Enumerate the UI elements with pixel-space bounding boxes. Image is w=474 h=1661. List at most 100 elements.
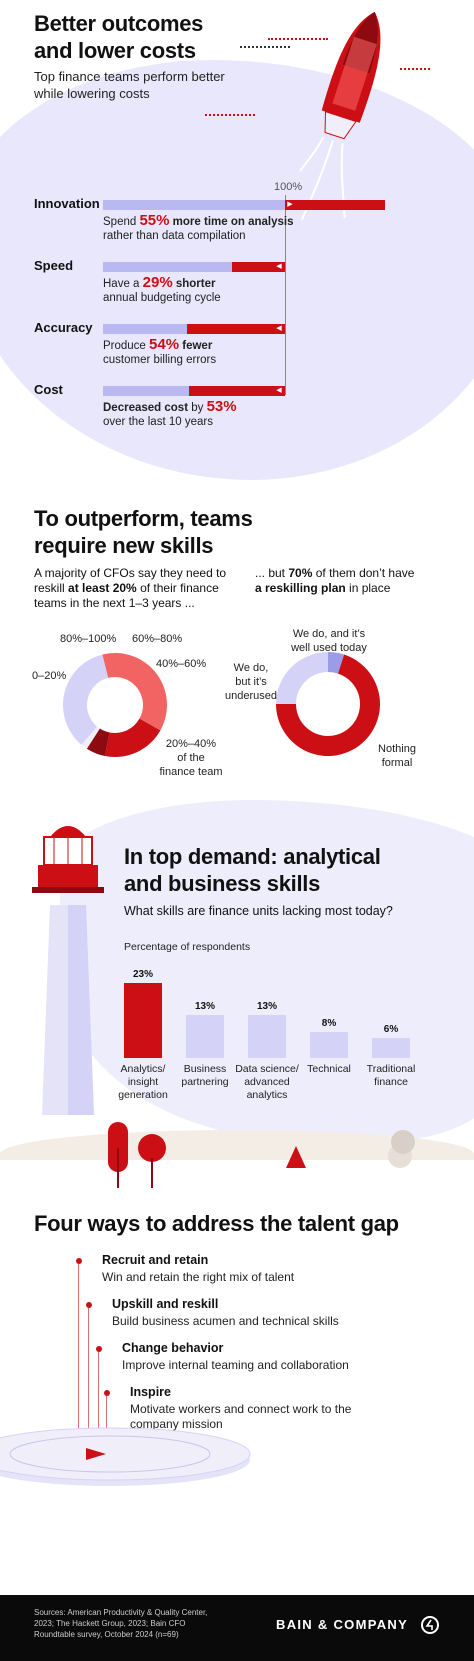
source-line: Sources: American Productivity & Quality…: [34, 1608, 208, 1617]
metric-label: Innovation: [34, 196, 100, 211]
brand-logo-text: BAIN & COMPANY: [276, 1617, 409, 1632]
metric-bar-delta: [232, 262, 285, 272]
title-text: Four ways to address the talent gap: [34, 1211, 399, 1236]
donut-slice: [328, 652, 345, 674]
donut2-label: We do, and it’s well used today: [290, 627, 368, 655]
label-line: well used today: [291, 642, 367, 654]
title-line: To outperform, teams: [34, 506, 253, 531]
desc-line: company mission: [130, 1417, 223, 1431]
text-line: teams in the next 1–3 years ...: [34, 596, 195, 610]
landscape-trees: [108, 1122, 415, 1188]
label-line: formal: [381, 757, 413, 769]
donut-chart-reskill-plan: [276, 652, 380, 756]
metric-value: 55%: [139, 212, 170, 229]
desc-text: customer billing errors: [103, 354, 217, 366]
donut-slice: [276, 654, 380, 756]
desc-line: Improve internal teaming and collaborati…: [122, 1358, 349, 1372]
arrow-left-icon: ◀: [276, 387, 282, 394]
section1-subtitle: Top finance teams perform better while l…: [34, 68, 225, 102]
pin-line: [78, 1264, 79, 1448]
donut-slice: [104, 718, 161, 757]
label-line: finance team: [159, 766, 223, 778]
metric-bar-base: [103, 386, 189, 396]
desc-line: Win and retain the right mix of talent: [102, 1270, 295, 1284]
text-part: of them don’t have: [312, 566, 415, 580]
lighthouse-illustration: [32, 826, 104, 1115]
decor-dots: [400, 68, 430, 70]
metric-description: Decreased cost by 53% over the last 10 ye…: [103, 398, 323, 429]
donut1-label: 60%–80%: [132, 633, 183, 645]
bullet-dot: [76, 1258, 82, 1264]
section2-title: To outperform, teams require new skills: [34, 505, 253, 559]
section1-title: Better outcomes and lower costs: [34, 10, 203, 64]
desc-bold: fewer: [179, 340, 213, 352]
way-description: Win and retain the right mix of talent: [102, 1270, 294, 1285]
title-line: Better outcomes: [34, 11, 204, 36]
footer: Sources: American Productivity & Quality…: [0, 1595, 474, 1661]
reference-line: [285, 195, 286, 395]
way-description: Motivate workers and connect work to the…: [130, 1402, 351, 1432]
metric-label: Accuracy: [34, 320, 93, 335]
section3-title: In top demand: analytical and business s…: [124, 843, 381, 897]
metric-label: Cost: [34, 382, 63, 397]
text-bold: at least 20%: [68, 581, 137, 595]
metric-bar-base: [103, 262, 233, 272]
metric-bar-delta: [188, 386, 285, 396]
bullet-dot: [104, 1390, 110, 1396]
decor-dots: [240, 46, 290, 48]
donut2-label: We do, but it’s underused: [222, 661, 280, 703]
donut-slice: [81, 726, 100, 749]
text-bold: a reskilling plan: [255, 581, 346, 595]
section-demand-bg: [0, 800, 474, 1160]
reskill-plan-text: ... but 70% of them don’t have a reskill…: [255, 566, 455, 596]
arrow-left-icon: ◀: [276, 325, 282, 332]
desc-text: over the last 10 years: [103, 416, 213, 428]
metric-description: Have a 29% shorter annual budgeting cycle: [103, 274, 323, 305]
title-line: and business skills: [124, 871, 321, 896]
arrow-right-icon: ▶: [287, 201, 293, 208]
metric-bar-delta: [285, 200, 386, 210]
donut-chart-reskill-share: [63, 653, 168, 757]
label-line: We do,: [233, 662, 269, 674]
cfo-reskill-text: A majority of CFOs say they need to resk…: [34, 566, 254, 611]
metric-value: 29%: [142, 274, 173, 291]
donut2-label: Nothing formal: [372, 742, 422, 770]
title-line: require new skills: [34, 533, 214, 558]
section-outcomes: Better outcomes and lower costs Top fina…: [0, 0, 474, 510]
metric-value: 53%: [206, 398, 237, 415]
desc-bold: Decreased cost: [103, 402, 189, 414]
text-part: reskill: [34, 581, 69, 595]
desc-text: Spend: [103, 216, 140, 228]
way-description: Build business acumen and technical skil…: [112, 1314, 339, 1329]
metric-bar-delta: [186, 324, 285, 334]
metric-description: Spend 55% more time on analysis rather th…: [103, 212, 323, 243]
brand-logo-icon: [421, 1616, 439, 1634]
desc-text: Have a: [103, 278, 143, 290]
way-title: Inspire: [130, 1385, 171, 1399]
pin-line: [106, 1396, 107, 1448]
label-line: We do, and it’s: [292, 628, 366, 640]
donut1-label: 20%–40% of the finance team: [156, 737, 226, 779]
section4-title: Four ways to address the talent gap: [34, 1210, 399, 1237]
subtitle-line: Top finance teams perform better: [34, 69, 225, 84]
way-title: Change behavior: [122, 1341, 224, 1355]
donut-slice: [102, 653, 168, 731]
source-line: 2023; The Hackett Group, 2023; Bain CFO: [34, 1619, 186, 1628]
rocket-illustration: [300, 11, 381, 221]
pin-line: [98, 1352, 99, 1448]
decor-dots: [268, 38, 328, 40]
donut-slice: [276, 652, 328, 704]
desc-text: Produce: [103, 340, 150, 352]
way-description: Improve internal teaming and collaborati…: [122, 1358, 349, 1373]
title-line: and lower costs: [34, 38, 196, 63]
section3-subtitle: What skills are finance units lacking mo…: [124, 904, 393, 918]
label-line: underused: [225, 690, 277, 702]
metric-bar-base: [103, 324, 187, 334]
donut-slice: [86, 728, 110, 757]
metric-bar-base: [103, 200, 285, 210]
donut1-label: 40%–60%: [156, 658, 207, 670]
arrow-left-icon: ◀: [276, 263, 282, 270]
label-line: 20%–40%: [165, 738, 217, 750]
desc-text: rather than data compilation: [103, 230, 246, 242]
desc-text: by: [188, 402, 207, 414]
